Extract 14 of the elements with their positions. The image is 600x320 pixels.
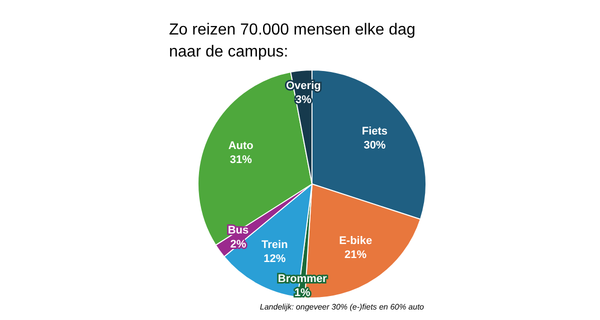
data-label: 2% bbox=[230, 238, 246, 251]
slice-label: Trein bbox=[262, 238, 288, 251]
slice-label: Brommer bbox=[278, 273, 328, 286]
data-label: 31% bbox=[230, 154, 252, 166]
data-label: 1% bbox=[294, 287, 311, 300]
slice-label: Auto bbox=[228, 140, 254, 152]
slice-label: Fiets bbox=[362, 125, 388, 138]
chart-title: Zo reizen 70.000 mensen elke dag naar de campus: bbox=[169, 22, 420, 60]
slice-label: E-bike bbox=[339, 235, 372, 248]
data-label: 21% bbox=[344, 249, 367, 262]
slice-label: Bus bbox=[228, 224, 249, 237]
data-label: 30% bbox=[364, 139, 386, 152]
text: Landelijk: ongeveer 30% (e-)fiets en 60% auto bbox=[260, 302, 425, 312]
data-label: 12% bbox=[264, 252, 286, 265]
